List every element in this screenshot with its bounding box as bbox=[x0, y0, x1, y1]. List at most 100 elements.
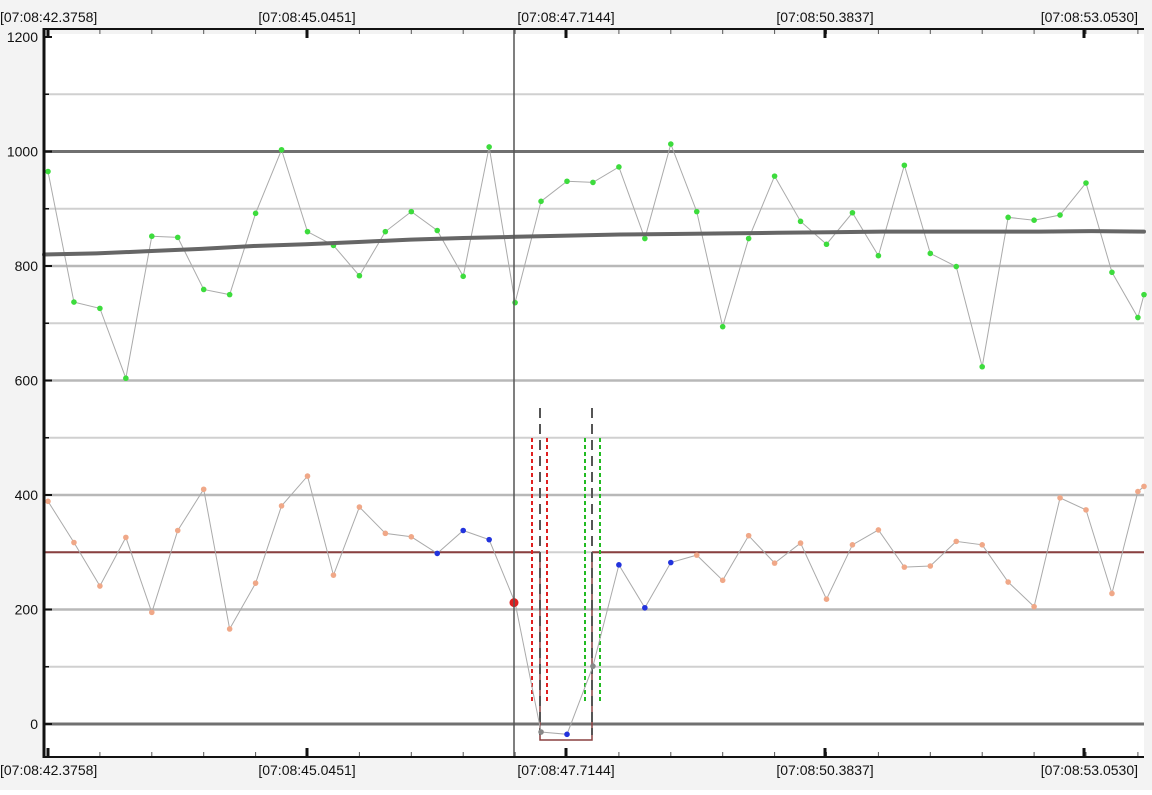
lower-series-point[interactable] bbox=[460, 527, 467, 534]
upper-series-point[interactable] bbox=[123, 375, 129, 382]
lower-series-point[interactable] bbox=[97, 583, 103, 589]
bottom-time-label: [07:08:53.0530] bbox=[1041, 762, 1138, 778]
lower-series-point[interactable] bbox=[278, 503, 285, 509]
upper-series-point[interactable] bbox=[149, 233, 155, 240]
upper-series-point[interactable] bbox=[486, 144, 492, 150]
lower-series-point[interactable] bbox=[538, 729, 544, 735]
y-tick-label: 800 bbox=[15, 258, 39, 274]
y-tick-label: 400 bbox=[15, 487, 39, 503]
upper-series-point[interactable] bbox=[616, 164, 622, 170]
upper-series-point[interactable] bbox=[226, 291, 233, 298]
lower-series-point[interactable] bbox=[174, 527, 181, 534]
upper-series-point[interactable] bbox=[278, 146, 285, 153]
upper-series-point[interactable] bbox=[1109, 269, 1115, 276]
lower-series-point[interactable] bbox=[486, 536, 492, 543]
lower-series-point[interactable] bbox=[797, 540, 804, 546]
lower-series-point[interactable] bbox=[979, 542, 985, 548]
upper-series-point[interactable] bbox=[1083, 180, 1089, 186]
lower-series-point[interactable] bbox=[200, 486, 207, 493]
upper-series-point[interactable] bbox=[1141, 291, 1147, 298]
upper-series-point[interactable] bbox=[1057, 212, 1063, 218]
lower-series-point[interactable] bbox=[1135, 488, 1141, 495]
upper-series-point[interactable] bbox=[797, 218, 804, 225]
lower-series-point[interactable] bbox=[304, 473, 311, 479]
lower-series-point[interactable] bbox=[616, 562, 622, 568]
lower-series-point[interactable] bbox=[849, 542, 856, 548]
lower-series-point[interactable] bbox=[693, 552, 700, 558]
lower-series-point[interactable] bbox=[927, 563, 934, 569]
upper-series-point[interactable] bbox=[408, 208, 415, 215]
upper-series-point[interactable] bbox=[642, 235, 648, 242]
lower-series-point[interactable] bbox=[330, 572, 337, 578]
upper-series-point[interactable] bbox=[512, 299, 518, 306]
lower-series-point[interactable] bbox=[564, 731, 570, 738]
lower-series-point[interactable] bbox=[745, 532, 752, 539]
top-time-label: [07:08:42.3758] bbox=[0, 9, 97, 25]
upper-series-point[interactable] bbox=[97, 305, 103, 312]
lower-series-point[interactable] bbox=[382, 530, 389, 537]
y-tick-label: 200 bbox=[15, 602, 39, 618]
lower-series-point[interactable] bbox=[823, 596, 830, 602]
upper-series-point[interactable] bbox=[45, 168, 51, 175]
upper-series-point[interactable] bbox=[823, 241, 830, 248]
lower-series-point[interactable] bbox=[590, 663, 596, 669]
lower-series-point[interactable] bbox=[123, 534, 129, 541]
lower-series-point[interactable] bbox=[1031, 603, 1037, 610]
lower-series-point[interactable] bbox=[1109, 590, 1115, 597]
upper-series-point[interactable] bbox=[1135, 314, 1141, 321]
y-tick-label: 1000 bbox=[7, 144, 38, 160]
upper-series-line bbox=[47, 142, 1145, 381]
upper-series-point[interactable] bbox=[1005, 214, 1011, 221]
upper-series-point[interactable] bbox=[460, 273, 467, 280]
lower-series-point[interactable] bbox=[408, 533, 415, 540]
upper-series-point[interactable] bbox=[745, 235, 752, 242]
lower-series-point[interactable] bbox=[719, 577, 726, 584]
lower-series-point[interactable] bbox=[771, 560, 778, 566]
lower-series-point[interactable] bbox=[252, 580, 259, 586]
upper-series-point[interactable] bbox=[356, 272, 363, 279]
upper-series-point[interactable] bbox=[590, 179, 596, 186]
upper-series-point[interactable] bbox=[382, 228, 389, 235]
upper-series-point[interactable] bbox=[252, 210, 259, 217]
lower-series-point[interactable] bbox=[1083, 507, 1089, 513]
upper-series-point[interactable] bbox=[927, 250, 934, 257]
upper-series-point[interactable] bbox=[174, 234, 181, 241]
lower-series-point[interactable] bbox=[901, 564, 908, 570]
lower-series-point[interactable] bbox=[1141, 483, 1147, 490]
lower-series-point[interactable] bbox=[668, 559, 674, 566]
threshold-group bbox=[44, 551, 1144, 741]
lower-series-point[interactable] bbox=[45, 498, 51, 505]
lower-series-point[interactable] bbox=[71, 539, 77, 546]
lower-series-point[interactable] bbox=[875, 527, 882, 533]
upper-series-point[interactable] bbox=[849, 209, 856, 216]
upper-series-point[interactable] bbox=[953, 263, 960, 270]
upper-series-point[interactable] bbox=[875, 252, 882, 259]
lower-series-point[interactable] bbox=[226, 626, 233, 632]
threshold-dip-bracket bbox=[539, 552, 593, 741]
upper-series-point[interactable] bbox=[771, 173, 778, 179]
upper-series-point[interactable] bbox=[538, 198, 544, 205]
upper-series-point[interactable] bbox=[668, 141, 674, 147]
upper-series-point[interactable] bbox=[901, 162, 908, 169]
lower-series-point[interactable] bbox=[149, 609, 155, 616]
upper-series-point[interactable] bbox=[1031, 217, 1037, 223]
upper-series-point[interactable] bbox=[304, 228, 311, 235]
top-time-label: [07:08:47.7144] bbox=[517, 9, 614, 25]
axis-labels: 1200 1000 800 600 400 200 0 [07:08:42.3758] [07:… bbox=[0, 9, 1138, 778]
bottom-time-label: [07:08:47.7144] bbox=[517, 762, 614, 778]
lower-series-point[interactable] bbox=[953, 538, 960, 545]
lower-series-point[interactable] bbox=[434, 550, 441, 557]
upper-series-point[interactable] bbox=[564, 178, 570, 185]
upper-series-point[interactable] bbox=[979, 363, 985, 370]
upper-series-point[interactable] bbox=[719, 323, 726, 330]
upper-series-point[interactable] bbox=[71, 299, 77, 305]
upper-series-point[interactable] bbox=[200, 286, 207, 293]
upper-series-point[interactable] bbox=[693, 208, 700, 215]
lower-series-point[interactable] bbox=[1005, 579, 1011, 585]
upper-series-point[interactable] bbox=[434, 227, 441, 234]
lower-series-point[interactable] bbox=[1057, 495, 1063, 501]
lower-series-point[interactable] bbox=[642, 604, 648, 611]
bottom-time-label: [07:08:45.0451] bbox=[258, 762, 355, 778]
lower-series-point[interactable] bbox=[356, 504, 363, 510]
